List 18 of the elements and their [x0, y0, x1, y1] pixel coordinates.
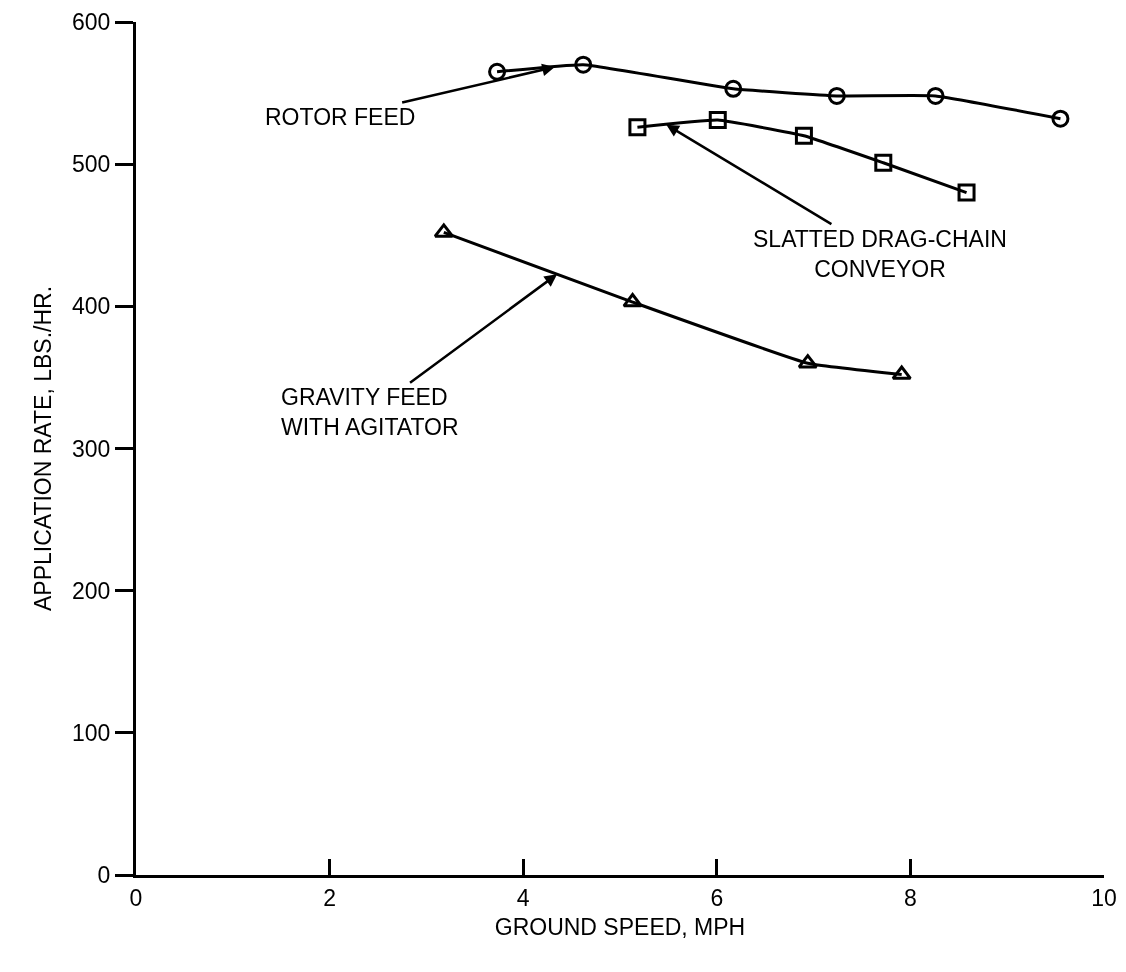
y-tick-label: 100 — [72, 719, 111, 746]
x-tick-label: 8 — [904, 884, 917, 911]
x-axis-title: GROUND SPEED, MPH — [494, 914, 746, 941]
y-tick-label: 200 — [72, 577, 111, 604]
x-tick-label: 4 — [516, 884, 530, 911]
x-tick-label: 2 — [323, 884, 336, 911]
text: GRAVITY FEED WITH AGITATOR — [281, 384, 459, 440]
x-tick-label: 0 — [129, 884, 143, 911]
y-tick-label: 500 — [72, 151, 111, 178]
x-tick-label: 6 — [710, 884, 724, 911]
y-axis-title: APPLICATION RATE, LBS./HR. — [30, 285, 57, 612]
y-tick-label: 0 — [97, 862, 111, 889]
text: ROTOR FEED — [265, 104, 416, 130]
y-tick-label: 400 — [72, 293, 111, 320]
x-tick-label: 10 — [1091, 884, 1117, 911]
y-tick-label: 600 — [72, 9, 111, 36]
y-tick-label: 300 — [72, 435, 111, 462]
series-label: SLATTED DRAG-CHAIN CONVEYOR — [753, 226, 1007, 282]
